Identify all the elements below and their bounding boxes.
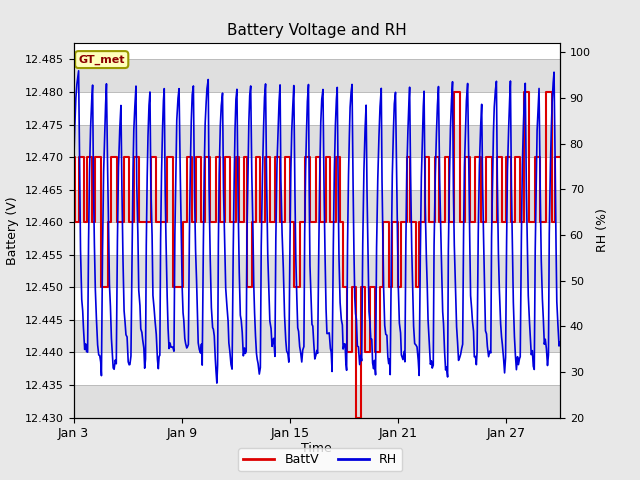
Legend: BattV, RH: BattV, RH bbox=[238, 448, 402, 471]
Title: Battery Voltage and RH: Battery Voltage and RH bbox=[227, 23, 406, 38]
Bar bbox=[74, 125, 560, 157]
Bar bbox=[74, 320, 560, 352]
Y-axis label: Battery (V): Battery (V) bbox=[6, 196, 19, 264]
Y-axis label: RH (%): RH (%) bbox=[596, 208, 609, 252]
Bar bbox=[74, 385, 560, 418]
Text: GT_met: GT_met bbox=[79, 54, 125, 65]
Bar bbox=[74, 255, 560, 288]
Bar bbox=[74, 190, 560, 222]
X-axis label: Time: Time bbox=[301, 442, 332, 455]
Bar bbox=[74, 60, 560, 92]
